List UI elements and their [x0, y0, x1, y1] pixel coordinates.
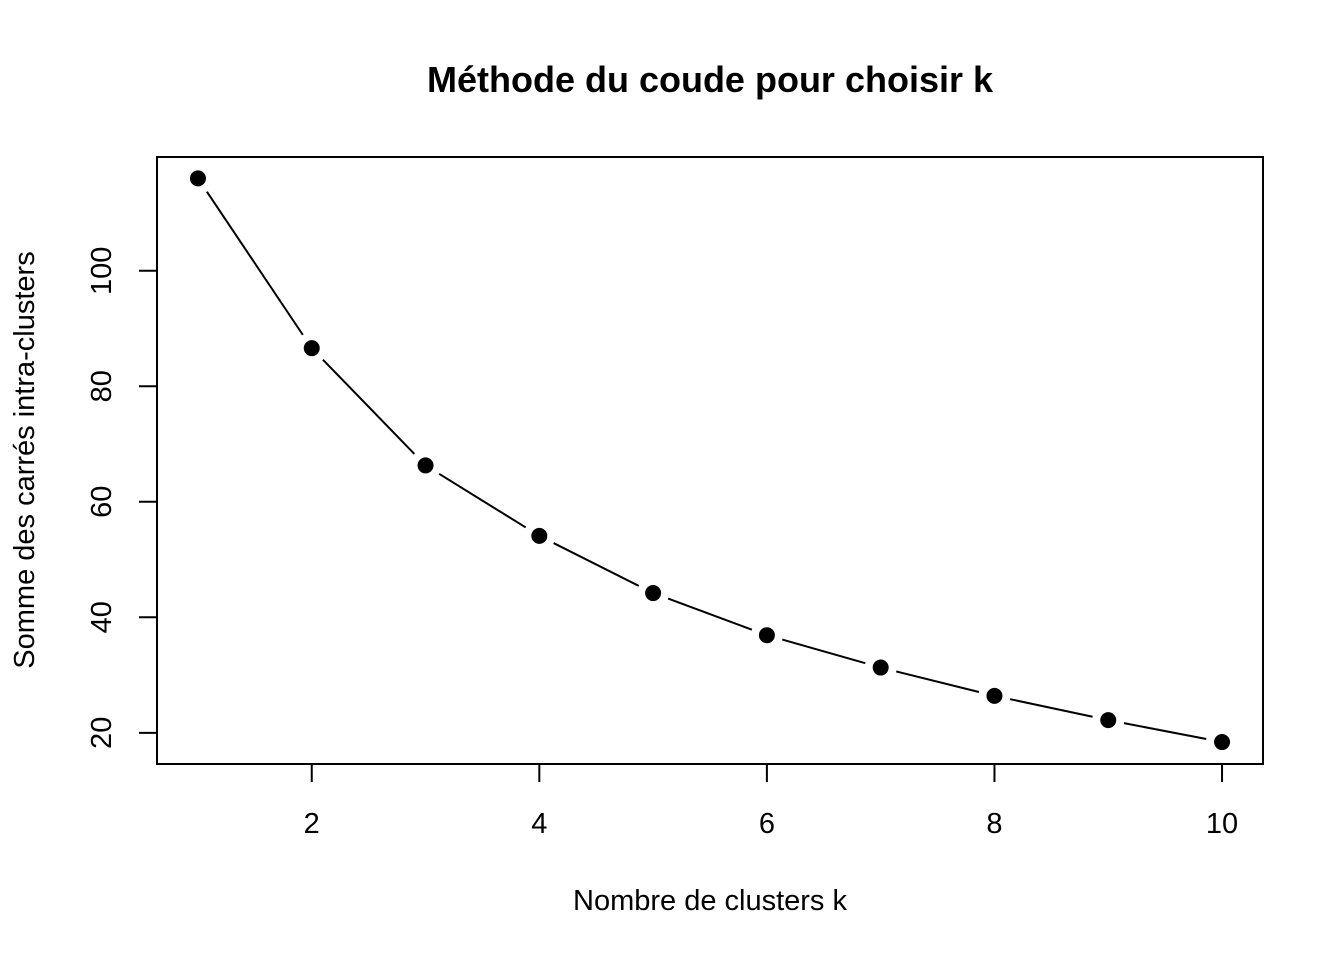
x-tick-label: 8 [986, 808, 1002, 840]
y-tick-label: 20 [86, 717, 118, 749]
data-point [531, 527, 548, 544]
data-point [872, 659, 889, 676]
line-segment [206, 191, 304, 336]
data-point [303, 340, 320, 357]
x-tick-label: 10 [1206, 808, 1238, 840]
y-tick-label: 60 [86, 486, 118, 518]
data-point [1214, 734, 1231, 751]
line-segment [1009, 698, 1093, 718]
data-point [645, 585, 662, 602]
x-tick-label: 6 [759, 808, 775, 840]
x-tick-label: 4 [531, 808, 547, 840]
data-point [1100, 712, 1117, 729]
y-axis-label: Somme des carrés intra-clusters [9, 251, 41, 668]
line-segment [322, 358, 416, 455]
x-tick-label: 2 [304, 808, 320, 840]
y-tick-label: 100 [86, 247, 118, 295]
data-series [189, 170, 1231, 751]
line-segment [667, 597, 753, 631]
y-tick-label: 80 [86, 370, 118, 402]
data-point [417, 457, 434, 474]
line-segment [438, 472, 527, 529]
line-segment [895, 670, 980, 693]
line-segment [553, 542, 640, 587]
line-segment [1123, 722, 1207, 741]
line-segment [782, 638, 866, 665]
y-axis: 20 40 60 80 100 [86, 247, 158, 749]
data-point [758, 627, 775, 644]
chart-title: Méthode du coude pour choisir k [427, 59, 994, 100]
data-point [986, 687, 1003, 704]
plot-frame [156, 156, 1264, 765]
x-axis-label: Nombre de clusters k [573, 885, 847, 917]
y-tick-label: 40 [86, 601, 118, 633]
data-point [189, 170, 206, 187]
x-axis: 2 4 6 8 10 [304, 763, 1238, 840]
